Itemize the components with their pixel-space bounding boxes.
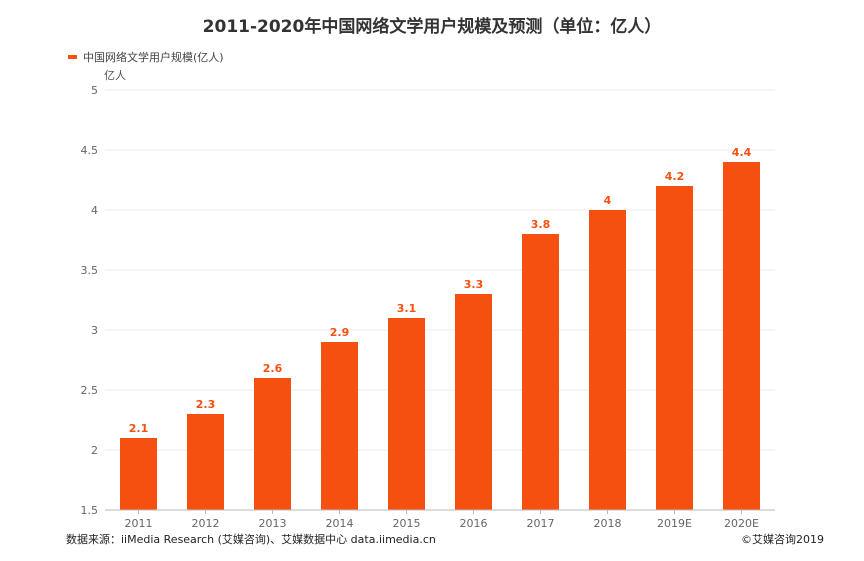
y-axis-unit-label: 亿人 (104, 69, 126, 82)
y-tick-label: 2.5 (81, 384, 99, 397)
x-tick-label: 2012 (192, 517, 220, 530)
y-tick-label: 4 (91, 204, 98, 217)
data-label: 4.4 (732, 146, 752, 159)
data-label: 3.1 (397, 302, 417, 315)
copyright-note: ©艾媒咨询2019 (741, 533, 824, 546)
data-label: 3.3 (464, 278, 484, 291)
x-tick-label: 2016 (460, 517, 488, 530)
bar (321, 342, 358, 510)
x-tick-label: 2015 (393, 517, 421, 530)
bar (589, 210, 626, 510)
x-tick-label: 2019E (657, 517, 692, 530)
data-label: 3.8 (531, 218, 551, 231)
chart-title: 2011-2020年中国网络文学用户规模及预测（单位：亿人） (202, 17, 662, 37)
source-note: 数据来源：iiMedia Research (艾媒咨询)、艾媒数据中心 data… (66, 533, 436, 546)
legend-label: 中国网络文学用户规模(亿人) (83, 51, 224, 64)
bar (723, 162, 760, 510)
y-tick-label: 4.5 (81, 144, 99, 157)
legend: 中国网络文学用户规模(亿人) (68, 49, 224, 65)
x-tick-label: 2011 (125, 517, 153, 530)
legend-swatch (68, 55, 77, 59)
data-label: 4 (604, 194, 612, 207)
x-tick-label: 2018 (594, 517, 622, 530)
data-label: 2.9 (330, 326, 350, 339)
x-tick-label: 2020E (724, 517, 759, 530)
bar (388, 318, 425, 510)
data-label: 4.2 (665, 170, 685, 183)
y-tick-label: 5 (91, 84, 98, 97)
data-label: 2.3 (196, 398, 216, 411)
bar (187, 414, 224, 510)
y-tick-label: 3 (91, 324, 98, 337)
bar (522, 234, 559, 510)
bar (455, 294, 492, 510)
y-tick-label: 2 (91, 444, 98, 457)
bar (254, 378, 291, 510)
x-tick-label: 2014 (326, 517, 354, 530)
y-tick-label: 3.5 (81, 264, 99, 277)
bar (656, 186, 693, 510)
data-label: 2.1 (129, 422, 149, 435)
x-tick-label: 2013 (259, 517, 287, 530)
data-label: 2.6 (263, 362, 283, 375)
x-tick-label: 2017 (527, 517, 555, 530)
y-tick-label: 1.5 (81, 504, 99, 517)
bar (120, 438, 157, 510)
